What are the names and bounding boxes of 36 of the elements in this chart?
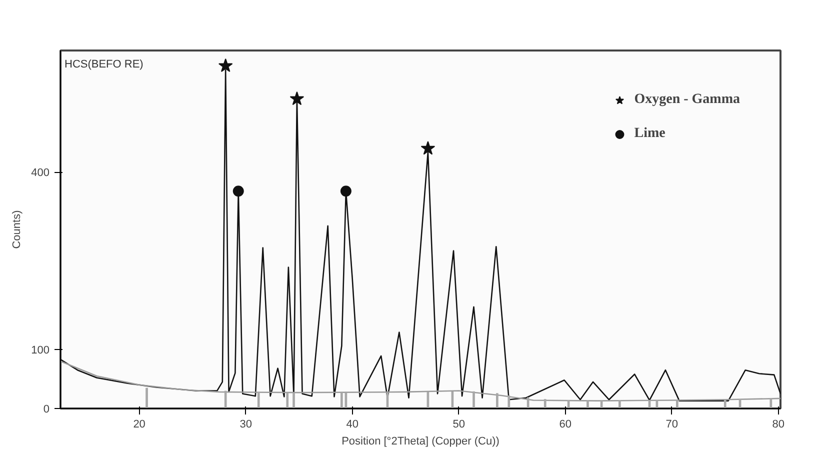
line-series [60,360,780,402]
legend-label: Lime [634,126,666,142]
bar [586,400,589,408]
y-axis-title: Counts) [11,210,24,249]
bar [724,400,726,408]
x-tick-label: 60 [559,418,572,430]
point [420,141,436,155]
bar [286,392,289,408]
bar [496,393,498,408]
x-tick-label: 30 [240,418,252,430]
y-tick-label: 400 [31,167,50,180]
bar [618,400,621,408]
bar [508,396,510,408]
x-tick-label: 40 [346,418,358,430]
x-tick-label: 20 [133,418,146,430]
bar [340,392,343,408]
bar [224,390,227,408]
point [232,186,244,197]
x-axis-title: Position [°2Theta] (Copper (Cu)) [342,436,500,448]
bar [676,400,678,408]
y-tick-label: 0 [43,404,50,416]
point [218,58,233,72]
bar [257,392,260,408]
bar [770,398,772,408]
annotation: HCS(BEFO RE) [64,58,144,70]
x-tick-label: 70 [666,418,678,430]
x-tick-label: 50 [452,418,465,430]
y-tick-label: 100 [31,344,50,356]
point [290,91,304,106]
bar [544,399,546,408]
bar [146,388,148,408]
bar [472,391,475,408]
legend-label: Oxygen - Gamma [634,92,740,108]
point [340,186,352,197]
bar [292,392,295,408]
x-tick-label: 80 [772,418,784,430]
